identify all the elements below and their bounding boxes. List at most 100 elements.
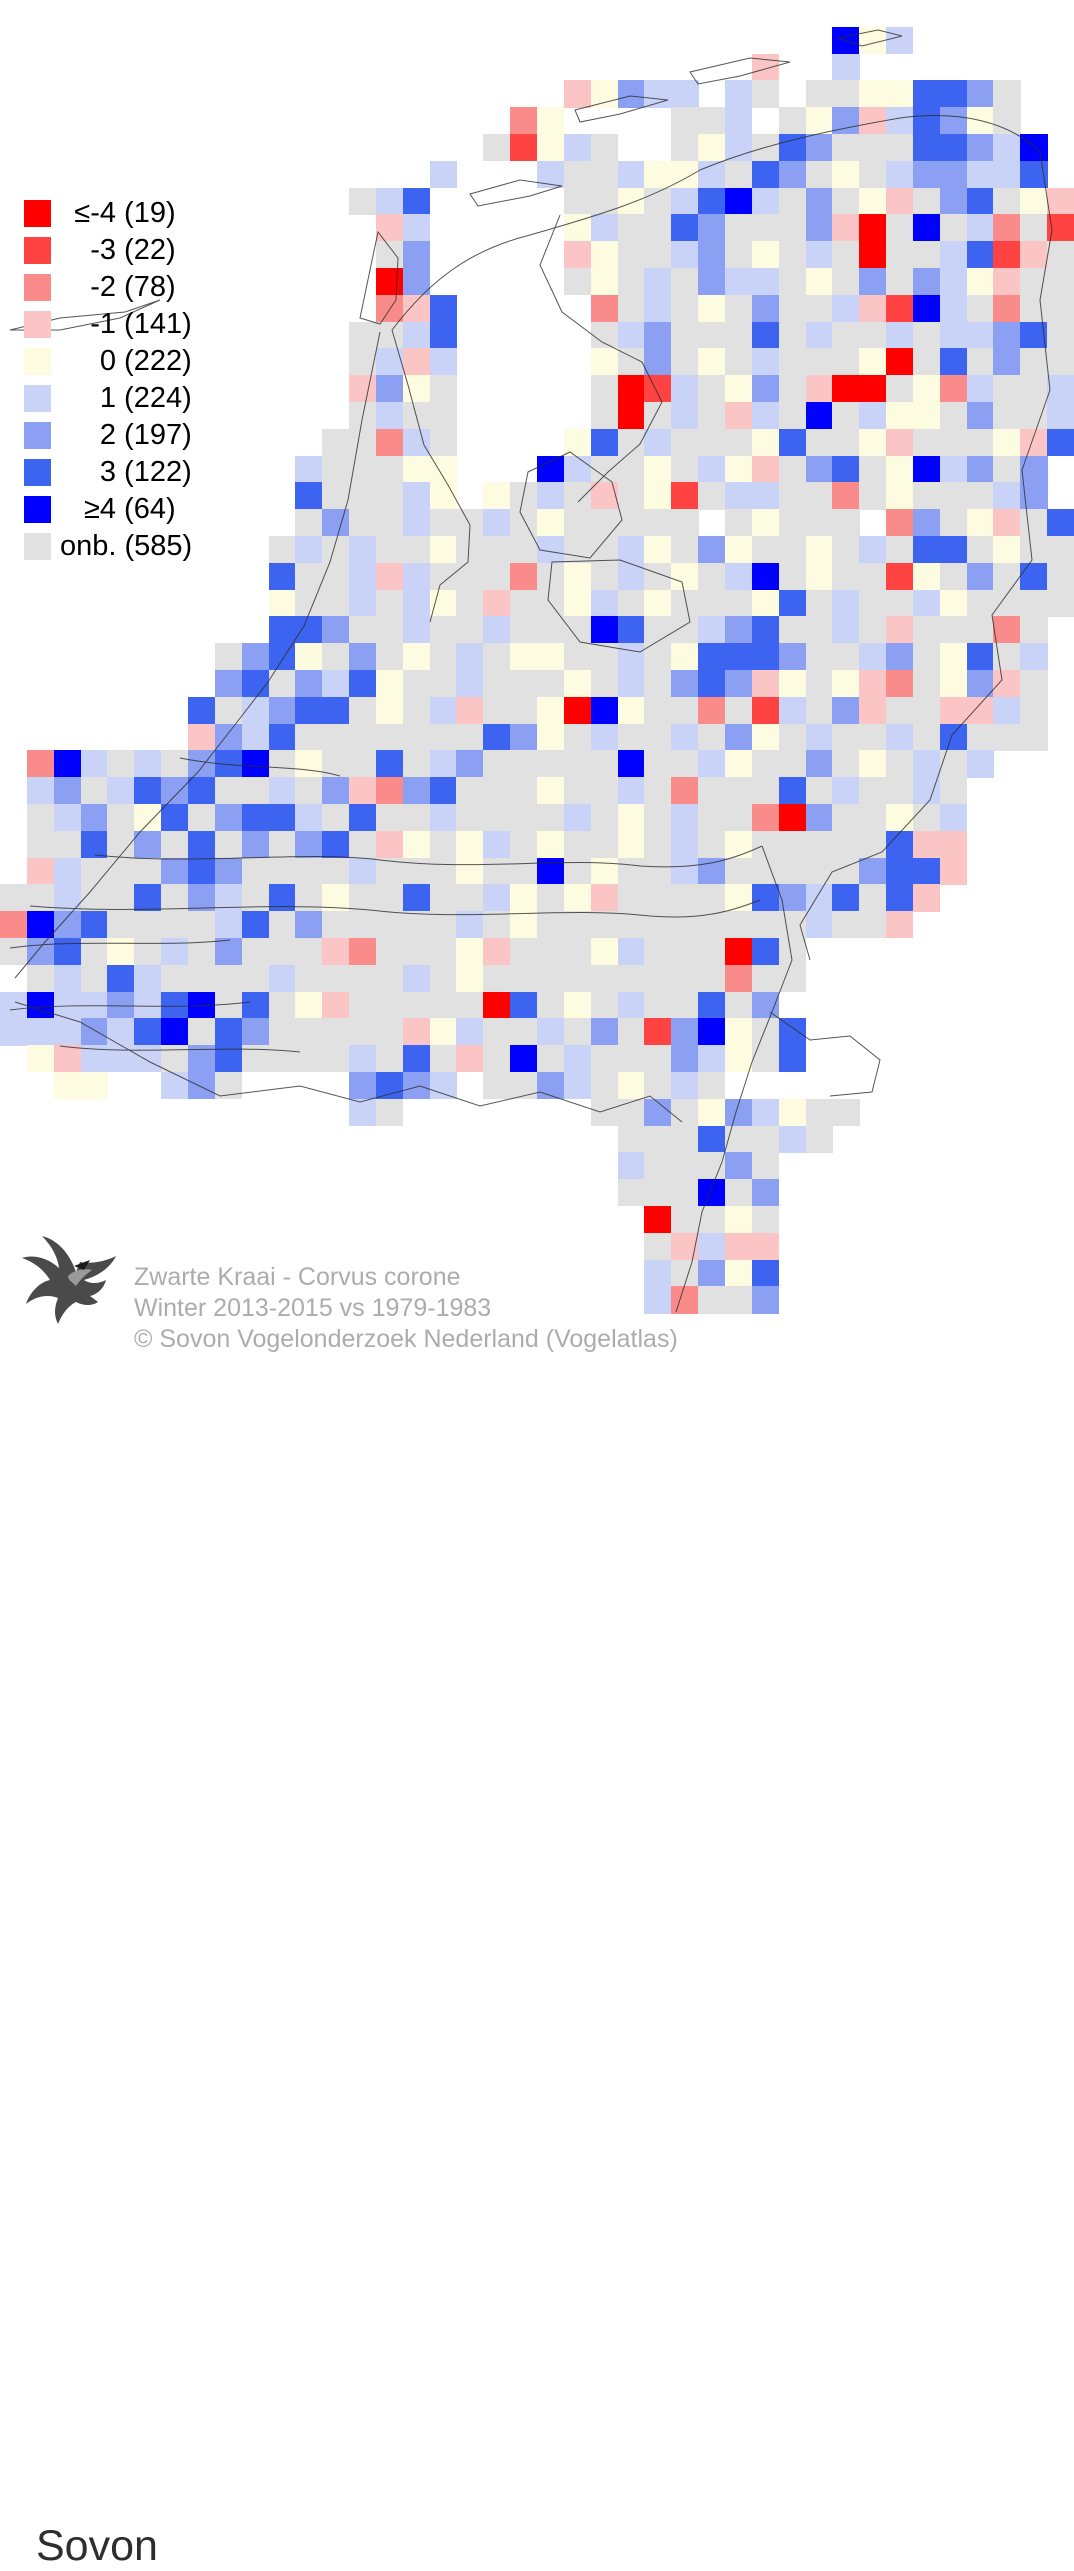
grid-cell [617,830,645,859]
grid-cell [859,723,887,751]
grid-cell [349,750,377,778]
grid-cell [724,670,753,698]
grid-cell [724,1179,753,1207]
grid-cell [617,1045,645,1073]
legend-item: onb. (585) [24,530,192,562]
grid-cell [375,643,404,671]
grid-cell [912,509,941,537]
grid-cell [429,1045,457,1073]
grid-cell [644,455,672,483]
grid-cell [886,562,914,591]
grid-cell [563,938,592,966]
grid-cell [698,777,726,805]
grid-cell [993,402,1021,430]
grid-cell [698,321,726,349]
grid-cell [80,750,108,778]
grid-cell [778,536,806,564]
grid-cell [429,643,457,671]
grid-cell [107,911,135,939]
grid-cell [832,1098,860,1127]
grid-cell [671,134,699,162]
grid-cell [402,723,431,751]
grid-cell [134,938,162,966]
grid-cell [671,1098,699,1127]
grid-cell [187,804,216,832]
grid-cell [724,268,753,296]
legend-item: -1 (141) [24,308,192,340]
grid-cell [644,562,672,591]
grid-cell [590,938,618,966]
grid-cell [644,1259,672,1287]
grid-cell [778,321,806,349]
grid-cell [563,134,592,162]
grid-cell [510,134,538,162]
grid-cell [939,777,968,805]
grid-cell [671,482,699,510]
grid-cell [939,321,968,349]
grid-cell [80,1045,108,1073]
grid-cell [322,884,350,912]
grid-cell [912,375,941,403]
grid-cell [751,830,780,859]
grid-cell [617,187,645,215]
grid-cell [617,375,645,403]
grid-cell [671,991,699,1019]
grid-cell [698,1152,726,1180]
grid-cell [375,857,404,885]
grid-cell [698,1125,726,1153]
grid-cell [644,589,672,617]
grid-cell [912,616,941,644]
grid-cell [751,321,780,349]
grid-cell [537,1045,565,1073]
grid-cell [268,1018,296,1046]
grid-cell [563,1018,592,1046]
grid-cell [751,1286,780,1314]
grid-cell [859,134,887,162]
grid-cell [751,616,780,644]
grid-cell [644,1125,672,1153]
grid-cell [778,509,806,537]
grid-cell [617,911,645,939]
grid-cell [644,294,672,323]
grid-cell [537,455,565,483]
grid-cell [805,616,833,644]
grid-cell [617,241,645,269]
grid-cell [966,643,994,671]
grid-cell [375,589,404,617]
grid-cell [644,964,672,993]
grid-cell [724,1259,753,1287]
grid-cell [1047,562,1074,591]
grid-cell [537,1018,565,1046]
grid-cell [483,723,511,751]
grid-cell [993,428,1021,457]
grid-cell [832,107,860,135]
grid-cell [590,134,618,162]
grid-cell [617,857,645,885]
grid-cell [26,830,55,859]
grid-cell [724,1045,753,1073]
grid-cell [859,643,887,671]
grid-cell [805,589,833,617]
grid-cell [322,509,350,537]
grid-cell [886,536,914,564]
grid-cell [939,830,968,859]
grid-cell [563,241,592,269]
grid-cell [751,509,780,537]
grid-cell [268,1045,296,1073]
grid-cell [349,777,377,805]
grid-cell [483,750,511,778]
grid-cell [295,964,323,993]
legend-swatch [24,496,51,523]
grid-cell [510,830,538,859]
grid-cell [617,562,645,591]
grid-cell [644,482,672,510]
grid-cell [939,214,968,242]
grid-cell [617,428,645,457]
grid-cell [107,857,135,885]
grid-cell [859,589,887,617]
legend-item: 0 (222) [24,345,192,377]
grid-cell [859,857,887,885]
grid-cell [993,294,1021,323]
grid-cell [590,268,618,296]
grid-cell [429,616,457,644]
